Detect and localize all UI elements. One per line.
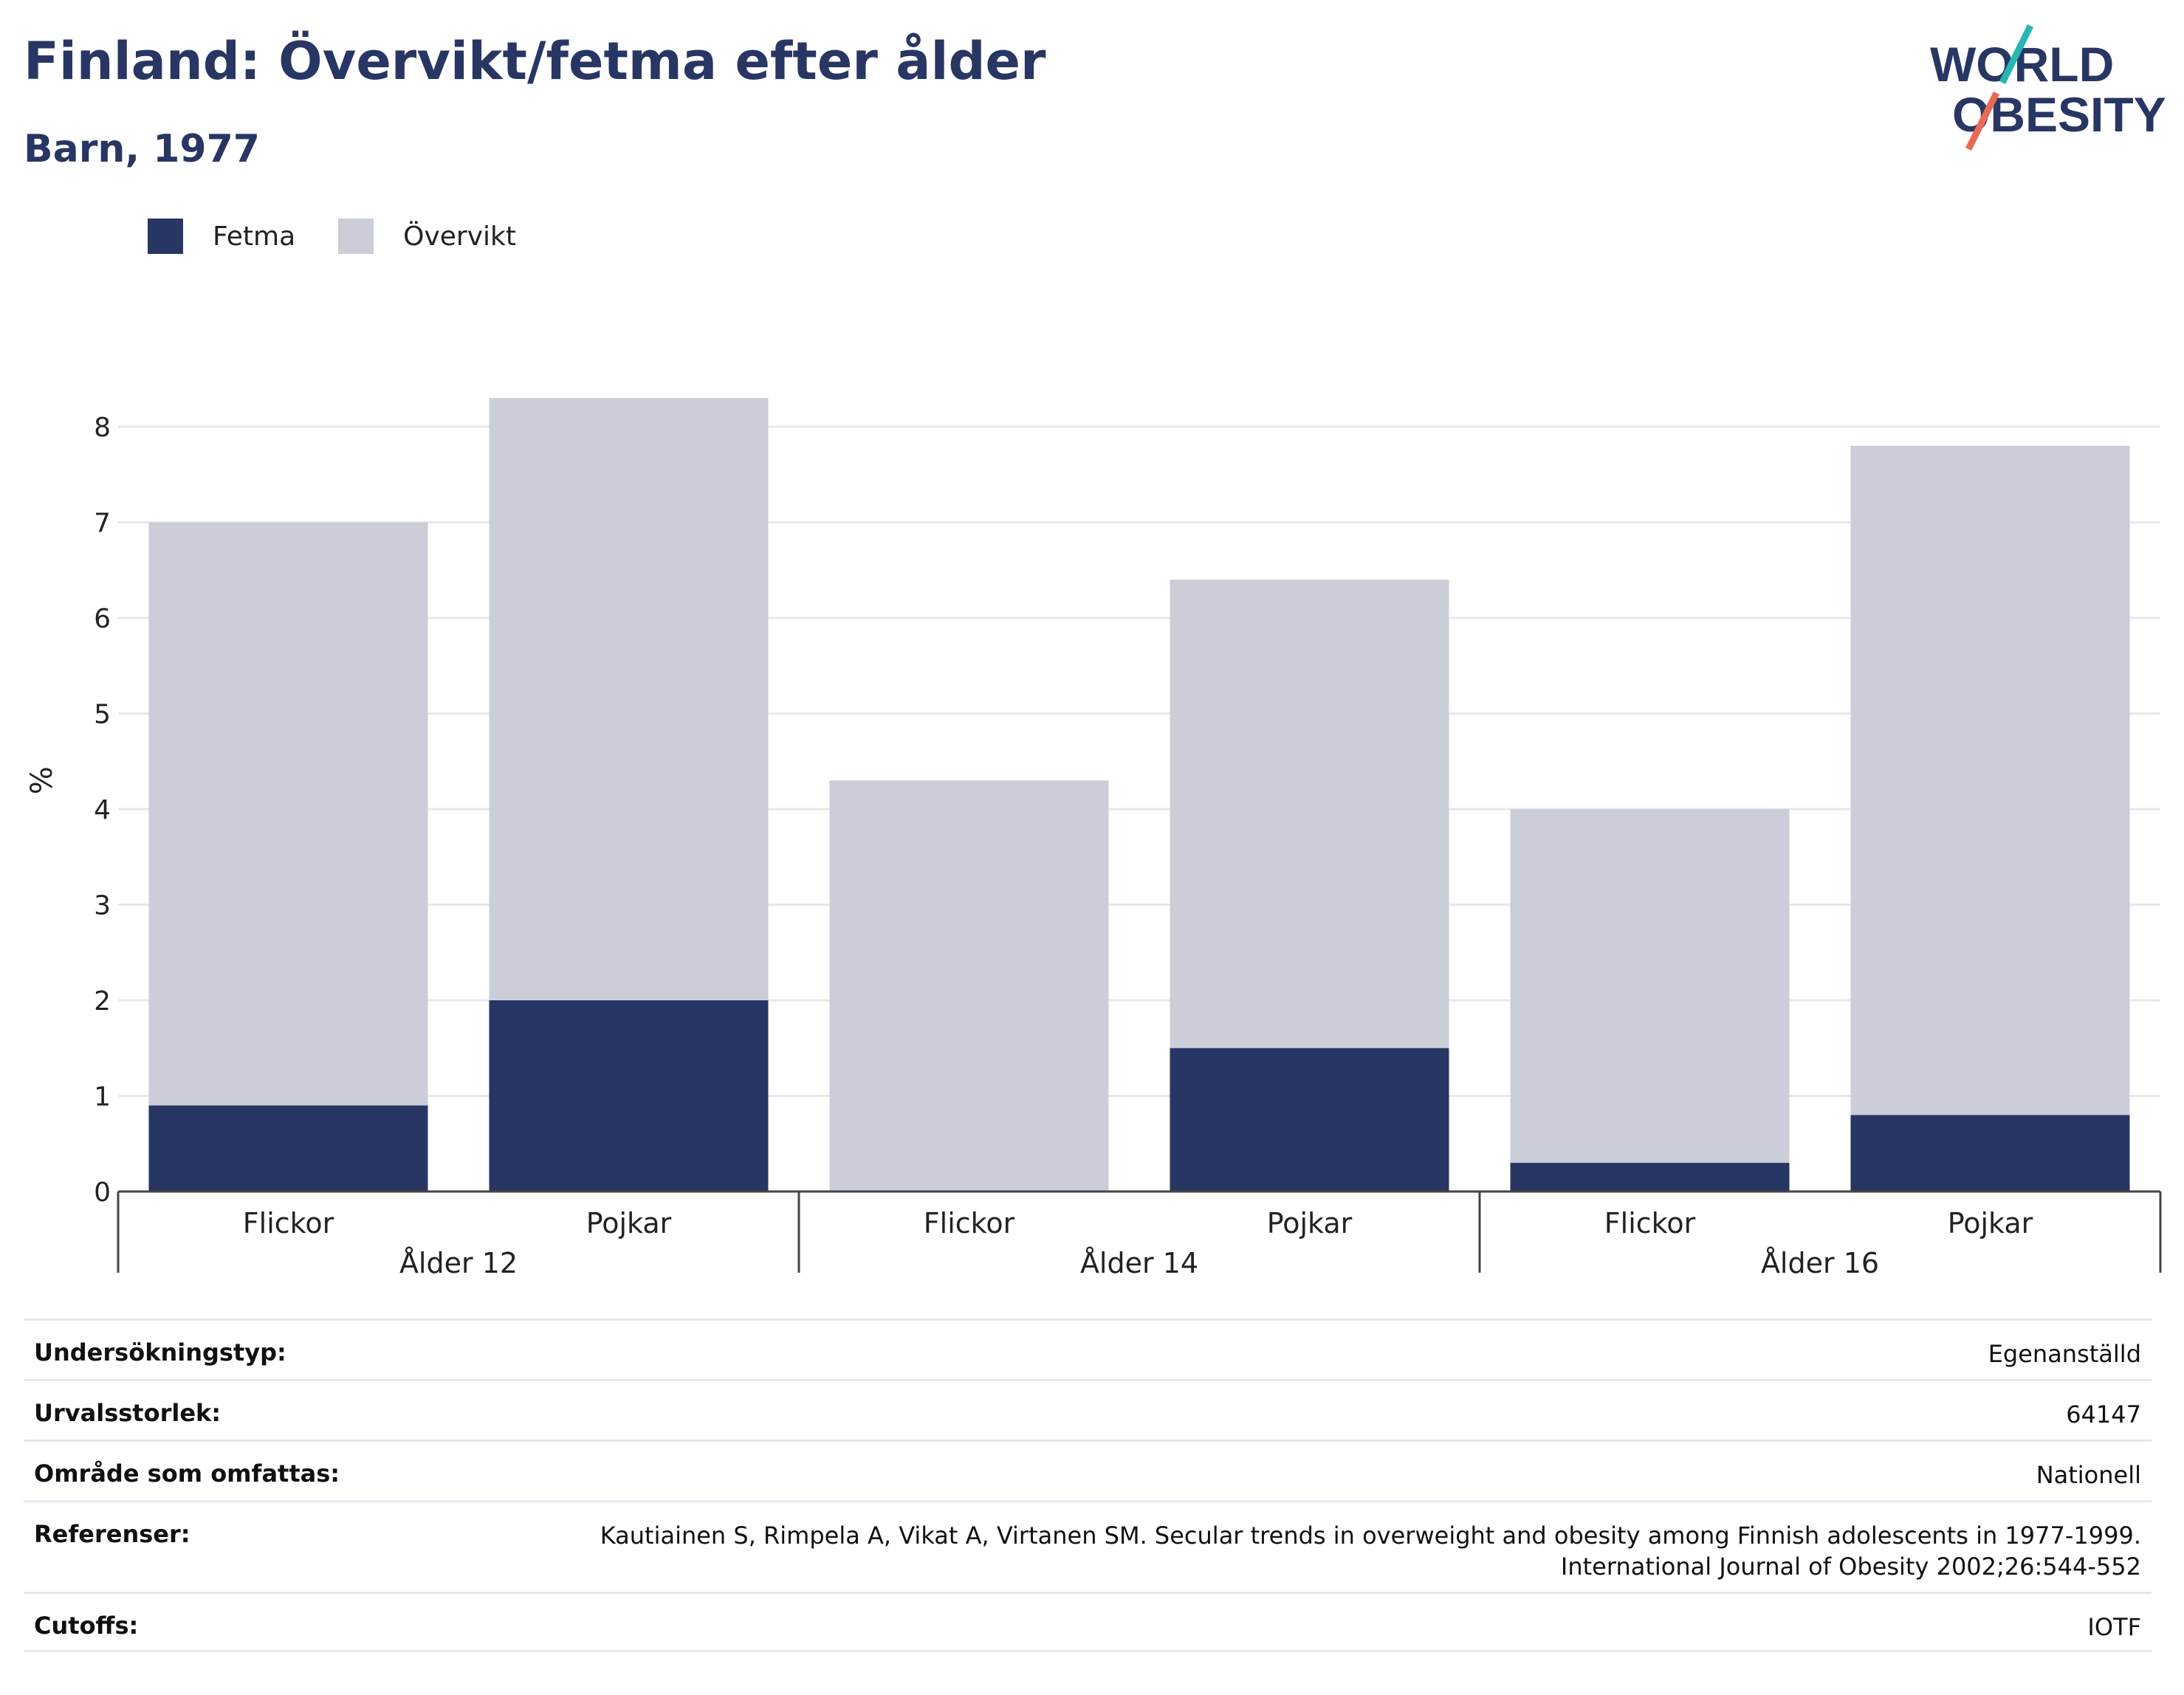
x-tick-label-4: Pojkar: [1267, 1207, 1353, 1240]
legend-label-overvikt: Övervikt: [403, 221, 516, 252]
bar-fetma-6: [1850, 1115, 2130, 1192]
y-tick-label-8: 8: [94, 413, 111, 443]
x-tick-label-3: Flickor: [924, 1207, 1015, 1240]
bar-overvikt-1: [148, 522, 428, 1106]
area-label: Område som omfattas:: [34, 1460, 340, 1488]
row-area: Område som omfattas: Nationell: [24, 1440, 2152, 1500]
area-value: Nationell: [2036, 1461, 2141, 1489]
row-references: Referenser: Kautiainen S, Rimpela A, Vik…: [24, 1500, 2152, 1592]
x-tick-label-5: Flickor: [1604, 1207, 1696, 1240]
y-tick-label-3: 3: [94, 891, 111, 921]
references-line-2: International Journal of Obesity 2002;26…: [1560, 1553, 2141, 1581]
legend-swatch-overvikt: [338, 219, 374, 254]
bar-overvikt-4: [1170, 580, 1449, 1048]
row-cutoffs: Cutoffs: IOTF: [24, 1592, 2152, 1652]
cutoffs-label: Cutoffs:: [34, 1612, 139, 1640]
references-value: Kautiainen S, Rimpela A, Vikat A, Virtan…: [600, 1520, 2141, 1582]
bar-fetma-5: [1510, 1163, 1790, 1192]
logo-slash-coral: [1965, 91, 2000, 151]
y-tick-label-4: 4: [94, 795, 111, 825]
bar-fetma-1: [148, 1105, 428, 1192]
bar-overvikt-6: [1850, 445, 2130, 1115]
group-label-3: Ålder 16: [1761, 1247, 1879, 1279]
row-sample-size: Urvalsstorlek: 64147: [24, 1379, 2152, 1440]
y-tick-label-7: 7: [94, 509, 111, 539]
x-tick-label-2: Pojkar: [586, 1207, 672, 1240]
legend-item-fetma[interactable]: Fetma: [148, 219, 295, 254]
bar-overvikt-5: [1510, 809, 1790, 1163]
sample-size-label: Urvalsstorlek:: [34, 1399, 222, 1427]
y-tick-label-2: 2: [94, 986, 111, 1017]
y-axis-label: %: [25, 766, 59, 794]
chart-subtitle: Barn, 1977: [24, 127, 260, 171]
y-tick-label-0: 0: [94, 1177, 111, 1208]
references-line-1: Kautiainen S, Rimpela A, Vikat A, Virtan…: [600, 1522, 2141, 1550]
bar-fetma-4: [1170, 1048, 1449, 1192]
logo-slash-teal: [1999, 24, 2034, 84]
legend-label-fetma: Fetma: [213, 221, 296, 252]
bar-overvikt-2: [489, 398, 769, 1000]
world-obesity-logo: WORLD OBESITY: [1930, 24, 2166, 151]
survey-type-value: Egenanställd: [1988, 1340, 2141, 1368]
group-label-2: Ålder 14: [1080, 1247, 1198, 1279]
legend-swatch-fetma: [148, 219, 183, 254]
bar-fetma-2: [489, 1000, 769, 1192]
survey-type-label: Undersökningstyp:: [34, 1338, 286, 1366]
row-survey-type: Undersökningstyp: Egenanställd: [24, 1318, 2152, 1379]
x-tick-label-1: Flickor: [243, 1207, 334, 1240]
group-label-1: Ålder 12: [399, 1247, 518, 1279]
metadata-table: Undersökningstyp: Egenanställd Urvalssto…: [24, 1318, 2152, 1652]
bar-overvikt-3: [829, 780, 1109, 1192]
y-tick-label-6: 6: [94, 604, 111, 634]
y-tick-label-1: 1: [94, 1082, 111, 1113]
x-tick-label-6: Pojkar: [1948, 1207, 2033, 1240]
legend-item-overvikt[interactable]: Övervikt: [338, 219, 516, 254]
sample-size-value: 64147: [2066, 1400, 2141, 1428]
chart-legend: Fetma Övervikt: [148, 219, 559, 254]
y-tick-label-5: 5: [94, 700, 111, 730]
chart-title: Finland: Övervikt/fetma efter ålder: [24, 31, 1046, 92]
cutoffs-value: IOTF: [2087, 1613, 2141, 1641]
references-label: Referenser:: [34, 1520, 190, 1548]
bar-chart: 0 1 2 3 4 5 6 7 8% Flickor Pojkar Flickor Pojkar Flic…: [25, 398, 2162, 1279]
